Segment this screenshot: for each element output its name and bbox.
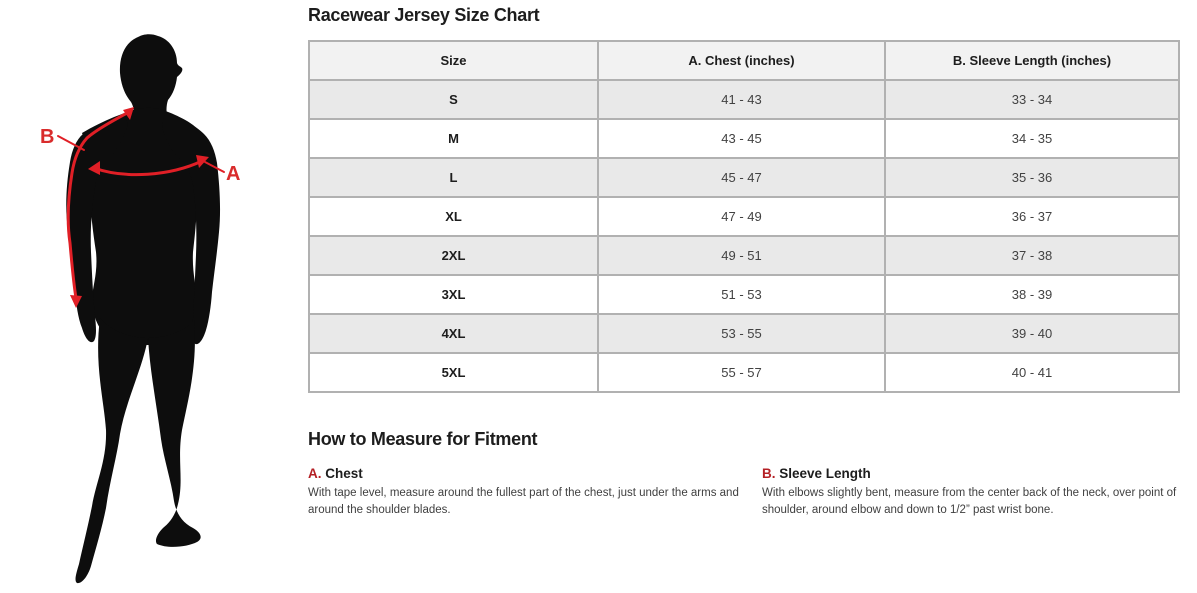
chest-cell: 47 - 49 [597,196,886,237]
chest-cell: 53 - 55 [597,313,886,354]
sleeve-cell: 36 - 37 [884,196,1180,237]
size-cell: 2XL [308,235,599,276]
chest-arrowhead-left [88,161,100,175]
table-row: L 45 - 47 35 - 36 [308,157,1180,198]
size-chart-table: Size A. Chest (inches) B. Sleeve Length … [308,40,1180,393]
table-row: 4XL 53 - 55 39 - 40 [308,313,1180,354]
column-header-size: Size [308,40,599,81]
chest-cell: 55 - 57 [597,352,886,393]
measure-title-chest: Chest [325,466,363,481]
size-cell: 3XL [308,274,599,315]
sleeve-arrowhead-neck [123,107,134,120]
figure-label-a: A [226,163,240,185]
measure-description-sleeve: With elbows slightly bent, measure from … [762,487,1177,516]
male-silhouette-figure: B A [40,34,240,584]
sleeve-cell: 39 - 40 [884,313,1180,354]
measure-section-heading: How to Measure for Fitment [308,429,538,449]
sleeve-cell: 40 - 41 [884,352,1180,393]
measure-title-sleeve: Sleeve Length [779,466,871,481]
sleeve-cell: 38 - 39 [884,274,1180,315]
sleeve-cell: 33 - 34 [884,79,1180,120]
sleeve-arrowhead-wrist [70,295,82,308]
measurement-figure: B A [30,28,330,588]
table-row: 5XL 55 - 57 40 - 41 [308,352,1180,393]
table-header-row: Size A. Chest (inches) B. Sleeve Length … [308,40,1180,81]
label-b-leader-line [57,135,85,151]
size-cell: XL [308,196,599,237]
chest-arrowhead-right [196,155,209,168]
measure-item-title: B. Sleeve Length [762,466,1180,481]
chest-cell: 45 - 47 [597,157,886,198]
sleeve-measure-line [66,110,131,300]
sleeve-cell: 35 - 36 [884,157,1180,198]
chest-cell: 51 - 53 [597,274,886,315]
measure-prefix-b: B. [762,466,776,481]
label-a-leader-line [204,161,225,173]
table-row: 2XL 49 - 51 37 - 38 [308,235,1180,276]
size-chart-section: Racewear Jersey Size Chart Size A. Chest… [308,0,1180,519]
size-cell: L [308,157,599,198]
table-row: XL 47 - 49 36 - 37 [308,196,1180,237]
figure-label-b: B [40,126,54,148]
table-row: M 43 - 45 34 - 35 [308,118,1180,159]
measure-instructions: A. Chest With tape level, measure around… [308,466,1180,519]
size-cell: S [308,79,599,120]
size-cell: M [308,118,599,159]
chest-cell: 49 - 51 [597,235,886,276]
chest-cell: 41 - 43 [597,79,886,120]
size-cell: 4XL [308,313,599,354]
table-row: 3XL 51 - 53 38 - 39 [308,274,1180,315]
measure-description-chest: With tape level, measure around the full… [308,487,739,516]
column-header-chest: A. Chest (inches) [597,40,886,81]
column-header-sleeve: B. Sleeve Length (inches) [884,40,1180,81]
page-title: Racewear Jersey Size Chart [308,5,540,25]
chest-measure-arrow [92,159,204,177]
measure-item-title: A. Chest [308,466,762,481]
measure-item-sleeve: B. Sleeve Length With elbows slightly be… [762,466,1180,519]
silhouette-body [66,34,221,584]
measure-prefix-a: A. [308,466,322,481]
size-cell: 5XL [308,352,599,393]
table-row: S 41 - 43 33 - 34 [308,79,1180,120]
measure-item-chest: A. Chest With tape level, measure around… [308,466,762,519]
sleeve-cell: 37 - 38 [884,235,1180,276]
sleeve-cell: 34 - 35 [884,118,1180,159]
chest-cell: 43 - 45 [597,118,886,159]
